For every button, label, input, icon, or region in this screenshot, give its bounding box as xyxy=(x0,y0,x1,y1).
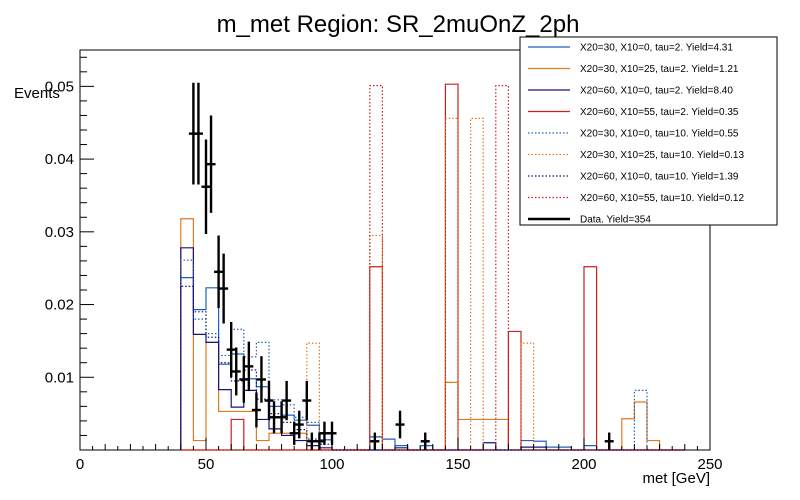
legend-entry: X20=30, X10=25, tau=2. Yield=1.21 xyxy=(528,64,739,75)
x-axis-label: met [GeV] xyxy=(642,470,710,487)
svg-text:X20=60, X10=0, tau=10. Yield=1: X20=60, X10=0, tau=10. Yield=1.39 xyxy=(580,172,739,183)
data-point xyxy=(420,432,430,450)
data-point xyxy=(264,380,274,421)
data-point xyxy=(239,356,249,403)
legend: X20=30, X10=0, tau=2. Yield=4.31 X20=30, … xyxy=(519,36,778,226)
svg-text:X20=30, X10=25, tau=10. Yield=: X20=30, X10=25, tau=10. Yield=0.13 xyxy=(580,150,744,161)
legend-entry: X20=30, X10=25, tau=10. Yield=0.13 xyxy=(528,150,744,161)
data-point xyxy=(206,115,216,213)
svg-text:X20=30, X10=0, tau=10. Yield=0: X20=30, X10=0, tau=10. Yield=0.55 xyxy=(580,129,739,140)
y-axis-label: Events xyxy=(14,85,60,102)
svg-text:X20=60, X10=55, tau=2. Yield=0: X20=60, X10=55, tau=2. Yield=0.35 xyxy=(580,107,739,118)
data-point xyxy=(277,401,287,434)
data-point xyxy=(193,82,203,185)
series-line-7 xyxy=(180,285,685,451)
y-tick-label: 0.03 xyxy=(45,224,74,241)
data-point xyxy=(302,380,312,421)
svg-text:X20=60, X10=55, tau=10. Yield=: X20=60, X10=55, tau=10. Yield=0.12 xyxy=(580,193,744,204)
data-point xyxy=(256,356,266,403)
data-point xyxy=(282,380,292,421)
data-point xyxy=(289,421,299,445)
y-tick-label: 0.01 xyxy=(45,369,74,386)
data-point xyxy=(294,410,304,439)
data-point xyxy=(214,235,224,309)
legend-entry: X20=30, X10=0, tau=10. Yield=0.55 xyxy=(528,129,739,140)
legend-entry: X20=60, X10=0, tau=2. Yield=8.40 xyxy=(528,86,733,97)
data-point xyxy=(251,392,261,428)
data-point xyxy=(370,432,380,450)
data-point xyxy=(244,341,254,392)
data-point xyxy=(219,253,229,324)
x-tick-label: 100 xyxy=(319,456,344,473)
data-point xyxy=(226,322,236,378)
x-tick-label: 250 xyxy=(697,456,722,473)
data-point xyxy=(201,139,211,234)
x-axis: 0 50 100 150 200 250 xyxy=(76,438,723,473)
x-tick-label: 150 xyxy=(445,456,470,473)
x-tick-label: 0 xyxy=(76,456,84,473)
svg-text:X20=30, X10=25, tau=2. Yield=1: X20=30, X10=25, tau=2. Yield=1.21 xyxy=(580,64,739,75)
data-point xyxy=(395,410,405,439)
legend-entry: X20=60, X10=55, tau=2. Yield=0.35 xyxy=(528,107,739,118)
legend-entry: Data. Yield=354 xyxy=(528,215,651,226)
legend-entry: X20=60, X10=55, tau=10. Yield=0.12 xyxy=(528,193,744,204)
data-point xyxy=(319,421,329,445)
y-tick-label: 0.04 xyxy=(45,151,74,168)
data-points xyxy=(188,82,614,450)
legend-entry: X20=60, X10=0, tau=10. Yield=1.39 xyxy=(528,172,739,183)
data-point xyxy=(231,347,241,396)
x-tick-label: 50 xyxy=(198,456,215,473)
chart-title: m_met Region: SR_2muOnZ_2ph xyxy=(217,11,580,38)
data-point xyxy=(307,432,317,450)
y-tick-label: 0.02 xyxy=(45,297,74,314)
data-point xyxy=(269,401,279,434)
svg-text:X20=60, X10=0, tau=2. Yield=8.: X20=60, X10=0, tau=2. Yield=8.40 xyxy=(580,86,733,97)
svg-text:Data. Yield=354: Data. Yield=354 xyxy=(580,215,651,226)
y-axis: 0.01 0.02 0.03 0.04 0.05 xyxy=(45,56,94,436)
y-tick-label: 0.05 xyxy=(45,78,74,95)
svg-text:X20=30, X10=0, tau=2. Yield=4.: X20=30, X10=0, tau=2. Yield=4.31 xyxy=(580,43,733,54)
legend-entry: X20=30, X10=0, tau=2. Yield=4.31 xyxy=(528,43,733,54)
x-tick-label: 200 xyxy=(571,456,596,473)
